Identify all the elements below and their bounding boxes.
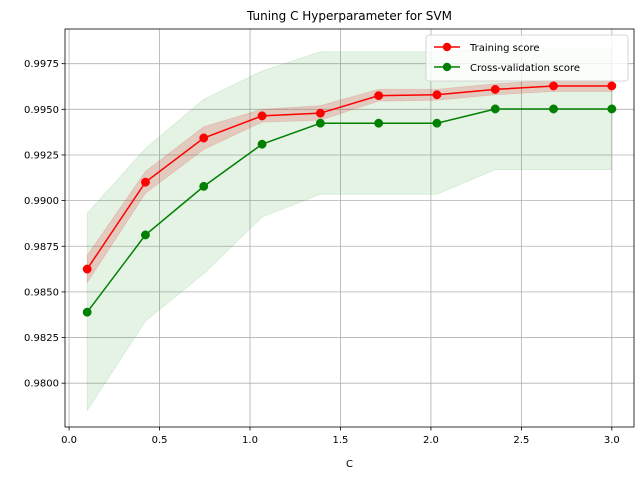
data-point-training bbox=[490, 84, 500, 94]
data-point-cross-validation bbox=[490, 104, 500, 114]
legend-label-training: Training score bbox=[469, 43, 540, 54]
confidence-band-training bbox=[86, 79, 613, 285]
data-point-cross-validation bbox=[315, 118, 325, 128]
data-point-cross-validation bbox=[374, 118, 384, 128]
y-tick-label: 0.9925 bbox=[24, 150, 59, 161]
confidence-bands bbox=[86, 47, 613, 412]
data-point-training bbox=[141, 177, 150, 187]
legend-swatch-marker-training bbox=[442, 42, 452, 52]
x-tick-label: 1.5 bbox=[333, 435, 349, 446]
data-point-cross-validation bbox=[432, 118, 442, 128]
data-point-cross-validation bbox=[199, 181, 209, 191]
legend: Training score Cross-validation score bbox=[425, 34, 629, 82]
data-point-training bbox=[315, 108, 325, 118]
data-point-training bbox=[199, 133, 209, 143]
y-tick-label: 0.9850 bbox=[24, 287, 59, 298]
series-lines bbox=[82, 81, 617, 317]
y-tick-label: 0.9875 bbox=[24, 242, 59, 253]
data-point-training bbox=[607, 81, 617, 91]
data-point-cross-validation bbox=[141, 230, 150, 240]
series-line-cross-validation bbox=[86, 108, 612, 313]
legend-box bbox=[425, 34, 629, 82]
data-point-training bbox=[257, 111, 267, 121]
x-axis-ticks: 0.0 0.5 1.0 1.5 2.0 2.5 3.0 bbox=[61, 427, 620, 446]
data-point-training bbox=[82, 264, 92, 274]
legend-swatch-marker-cross-validation bbox=[442, 62, 452, 72]
x-tick-label: 3.0 bbox=[604, 435, 620, 446]
x-tick-label: 0.5 bbox=[152, 435, 168, 446]
x-tick-label: 2.0 bbox=[423, 435, 439, 446]
data-point-training bbox=[432, 90, 442, 100]
y-tick-label: 0.9950 bbox=[24, 105, 59, 116]
series-line-training bbox=[86, 85, 612, 270]
x-tick-label: 2.5 bbox=[513, 435, 529, 446]
confidence-band-cross-validation bbox=[86, 47, 613, 412]
plot-frame bbox=[64, 28, 635, 428]
y-tick-label: 0.9900 bbox=[24, 196, 59, 207]
chart-title: Tuning C Hyperparameter for SVM bbox=[246, 9, 452, 23]
y-axis-ticks: 0.9800 0.9825 0.9850 0.9875 0.9900 0.9925 0.99… bbox=[24, 59, 65, 390]
data-point-cross-validation bbox=[607, 104, 617, 114]
legend-label-cross-validation: Cross-validation score bbox=[470, 63, 580, 74]
y-tick-label: 0.9825 bbox=[24, 333, 59, 344]
y-tick-label: 0.9800 bbox=[24, 379, 59, 390]
x-axis-label: C bbox=[346, 459, 353, 470]
x-tick-label: 1.0 bbox=[242, 435, 258, 446]
data-point-training bbox=[374, 91, 384, 101]
data-point-cross-validation bbox=[82, 307, 92, 317]
data-point-training bbox=[549, 81, 558, 91]
data-point-cross-validation bbox=[257, 139, 267, 149]
y-tick-label: 0.9975 bbox=[24, 59, 59, 70]
x-tick-label: 0.0 bbox=[61, 435, 77, 446]
data-point-cross-validation bbox=[549, 104, 558, 114]
